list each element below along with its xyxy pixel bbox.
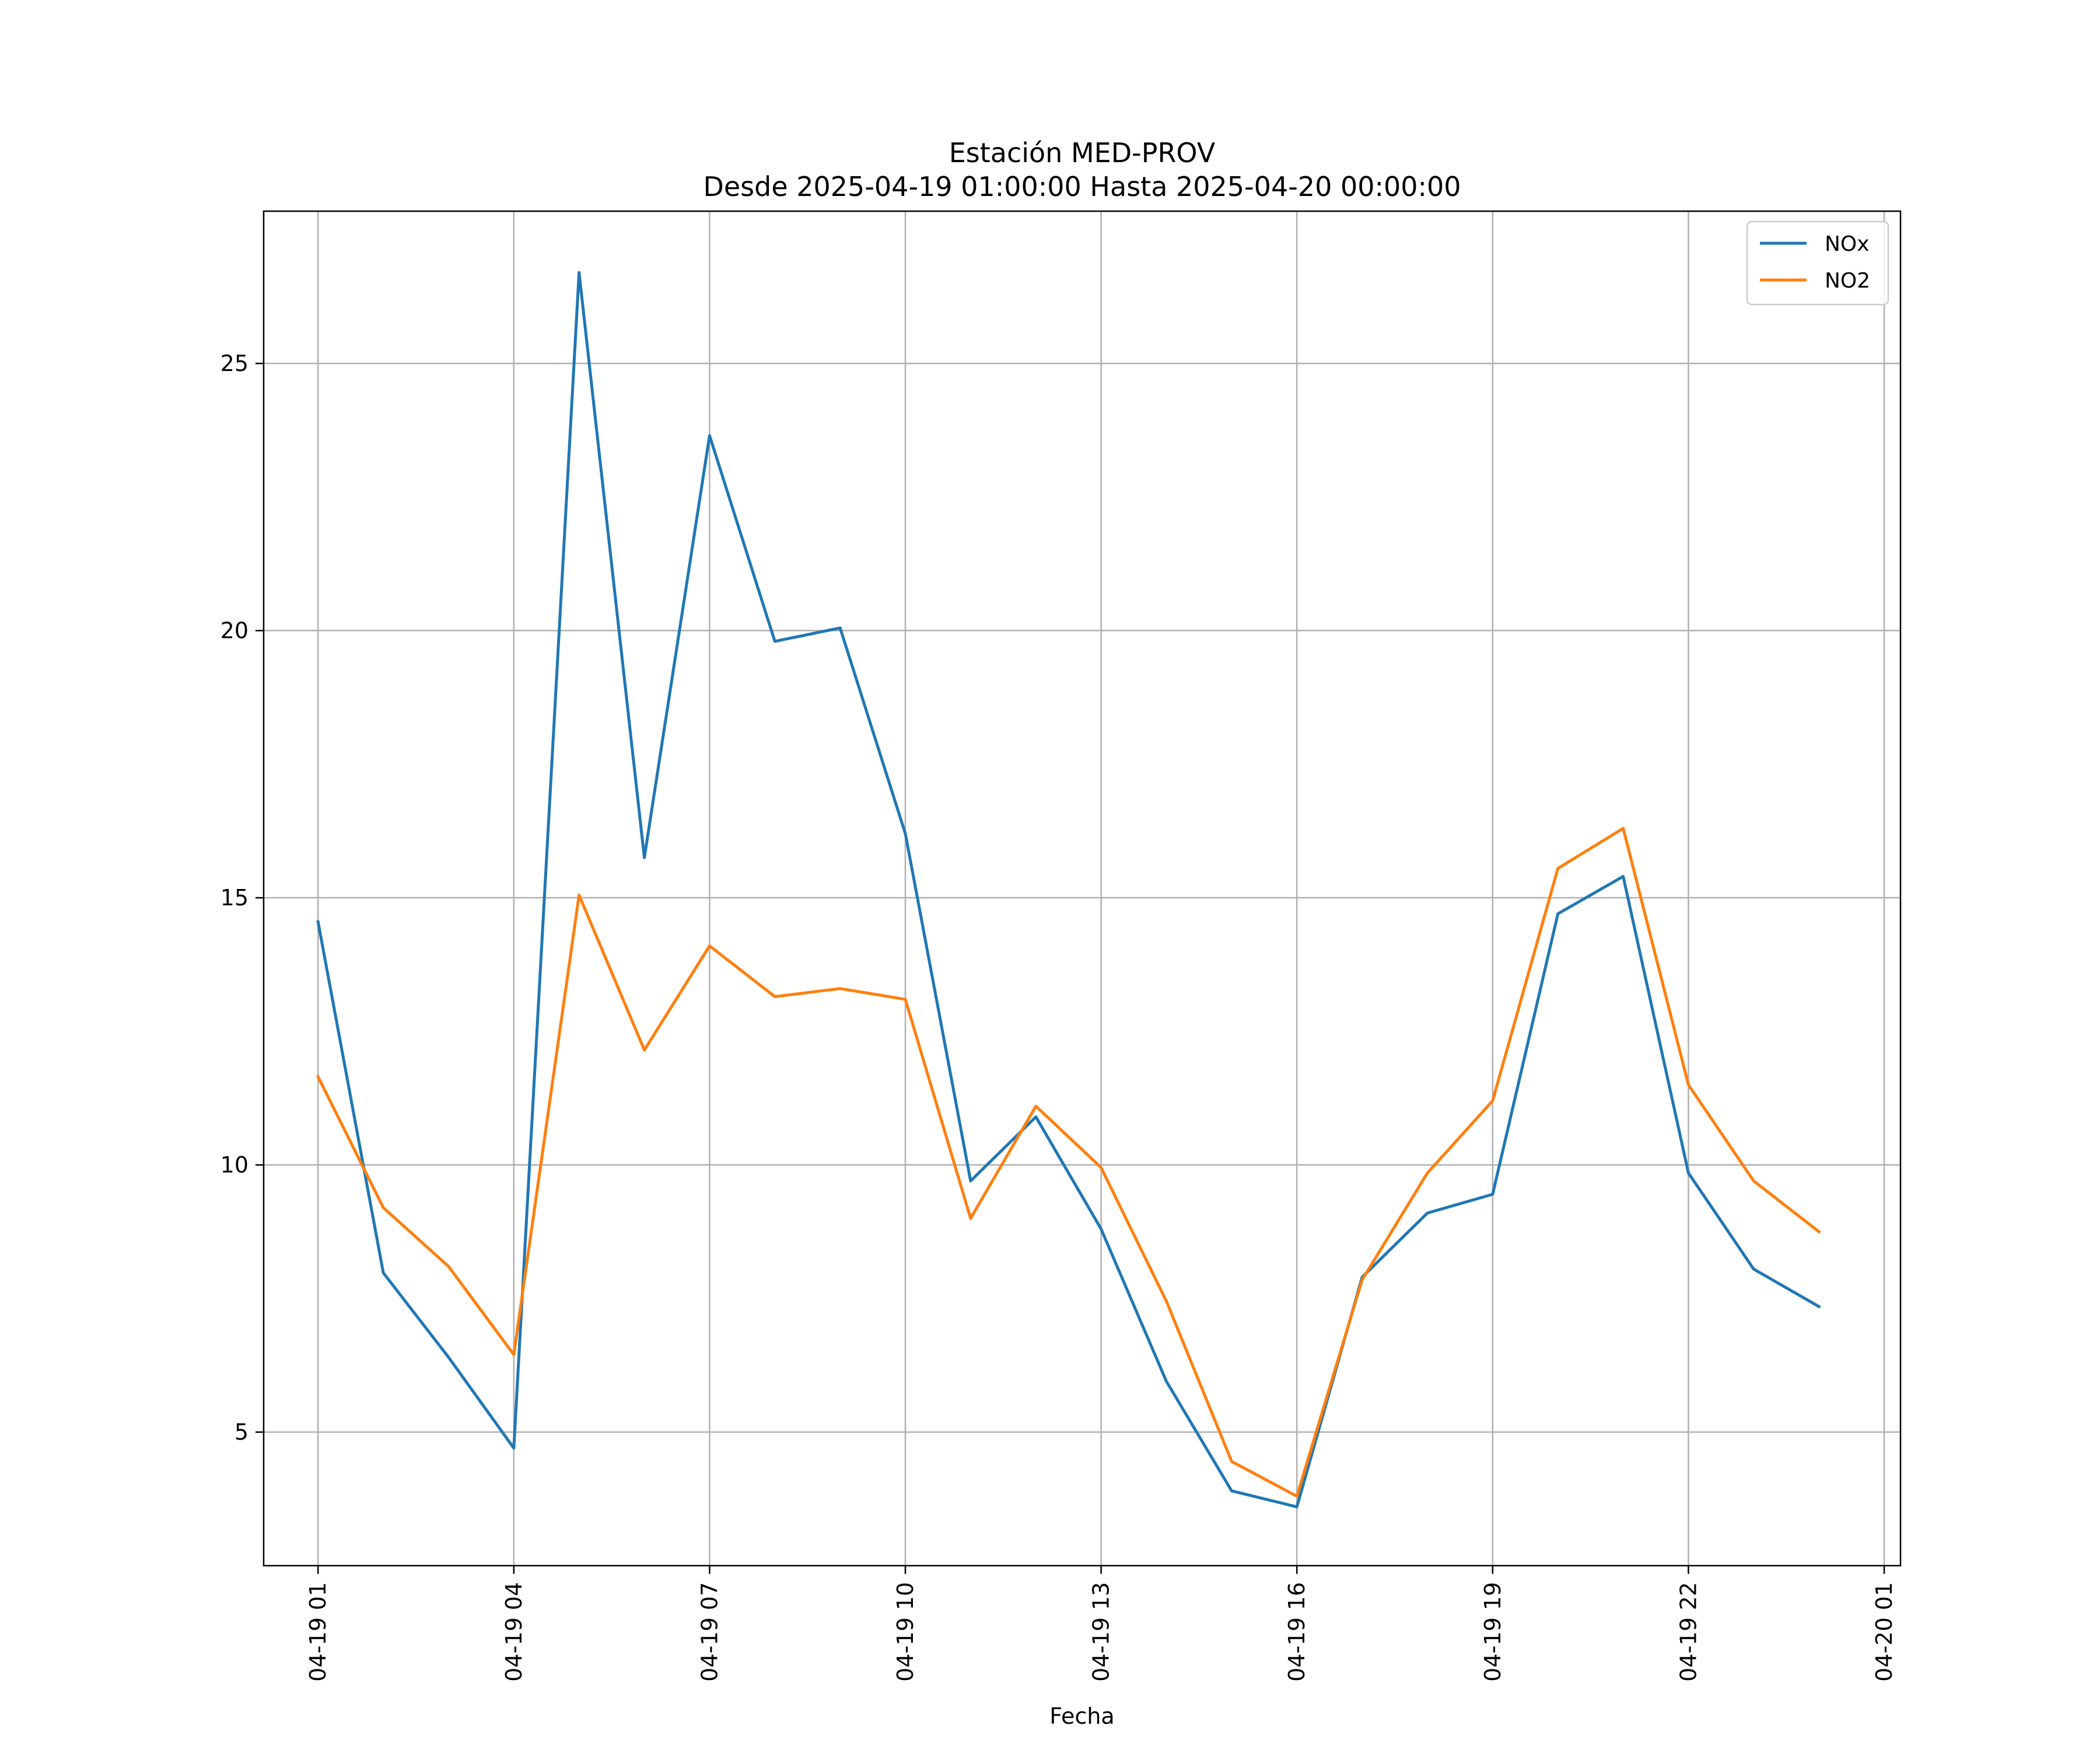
series-line-nox <box>316 271 1821 1508</box>
x-tick-label: 04-19 04 <box>501 1582 527 1682</box>
x-tick-label: 04-19 19 <box>1480 1582 1506 1682</box>
x-tick-label: 04-19 22 <box>1675 1582 1701 1682</box>
y-tick-label: 15 <box>220 885 249 911</box>
y-axis-ticks: 5 10 15 20 25 <box>220 351 264 1445</box>
series-line-no2 <box>316 827 1821 1498</box>
y-tick-label: 10 <box>220 1152 249 1178</box>
x-tick-label: 04-19 10 <box>892 1582 918 1682</box>
x-axis-ticks: 04-19 01 04-19 04 04-19 07 04-19 10 04-19 13… <box>305 1566 1897 1682</box>
y-tick-label: 5 <box>235 1419 249 1445</box>
legend-label-no2: NO2 <box>1825 269 1870 293</box>
chart-title: Estación MED-PROV <box>949 137 1216 169</box>
y-tick-label: 20 <box>220 618 249 643</box>
x-tick-label: 04-19 16 <box>1284 1582 1310 1682</box>
x-tick-label: 04-19 13 <box>1088 1582 1114 1682</box>
legend-label-nox: NOx <box>1825 232 1870 256</box>
x-tick-label: 04-19 07 <box>696 1582 722 1682</box>
legend: NOx NO2 <box>1746 220 1889 306</box>
x-tick-label: 04-20 01 <box>1871 1582 1897 1682</box>
y-tick-label: 25 <box>220 351 249 376</box>
plot-frame <box>262 210 1902 1567</box>
series-lines <box>316 271 1821 1508</box>
x-axis-label: Fecha <box>1049 1703 1114 1729</box>
chart-subtitle: Desde 2025-04-19 01:00:00 Hasta 2025-04-… <box>703 171 1461 202</box>
x-tick-label: 04-19 01 <box>305 1582 331 1682</box>
